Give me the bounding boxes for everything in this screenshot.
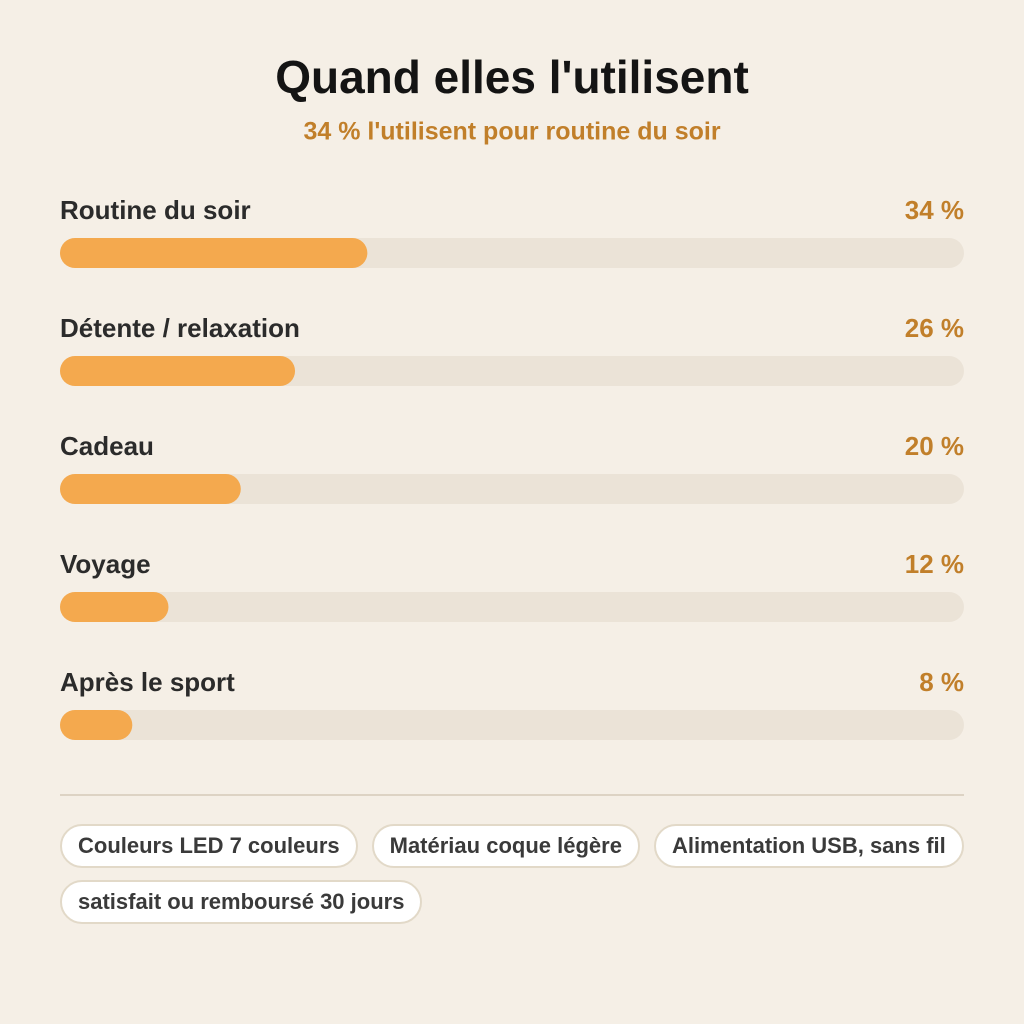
chart-title: Quand elles l'utilisent (275, 51, 749, 103)
bar-track (60, 474, 964, 504)
category-label: Voyage (60, 549, 151, 579)
value-label: 20 % (905, 431, 964, 461)
bar-track (60, 710, 964, 740)
tag: satisfait ou remboursé 30 jours (60, 880, 423, 924)
bar (60, 238, 368, 268)
category-label: Détente / relaxation (60, 313, 300, 343)
bar (60, 592, 169, 622)
value-label: 26 % (905, 313, 964, 343)
category-label: Après le sport (60, 667, 235, 697)
bar (60, 474, 241, 504)
tag: Couleurs LED 7 couleurs (60, 824, 358, 868)
bar (60, 356, 296, 386)
bar (60, 710, 133, 740)
bar-track (60, 592, 964, 622)
tag: Matériau coque légère (371, 824, 640, 868)
tag-list: Couleurs LED 7 couleurs Matériau coque lé… (60, 824, 964, 924)
chart: Quand elles l'utilisent 34 % l'utilisent… (60, 51, 964, 796)
value-label: 34 % (905, 195, 964, 225)
chart-subtitle: 34 % l'utilisent pour routine du soir (303, 118, 720, 146)
category-label: Cadeau (60, 431, 154, 461)
category-label: Routine du soir (60, 195, 251, 225)
value-label: 12 % (905, 549, 964, 579)
value-label: 8 % (919, 667, 964, 697)
tag: Alimentation USB, sans fil (653, 824, 964, 868)
